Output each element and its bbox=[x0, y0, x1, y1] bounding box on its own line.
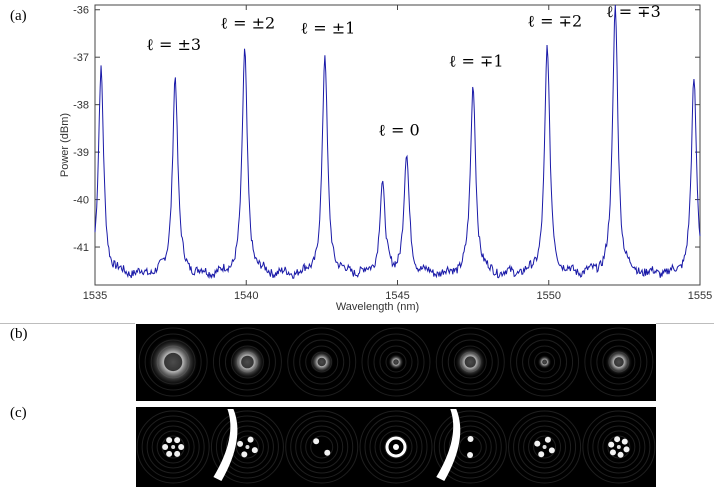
mode-annotation-3: ℓ = 0 bbox=[378, 121, 419, 140]
y-tick-label-0: -36 bbox=[73, 5, 89, 17]
mode-annotation-6: ℓ = ∓3 bbox=[606, 2, 661, 21]
panel-label-c: (c) bbox=[10, 405, 27, 421]
measured-beam-6 bbox=[584, 327, 654, 397]
mode-annotation-1: ℓ = ±2 bbox=[220, 14, 275, 33]
mode-annotation-5: ℓ = ∓2 bbox=[527, 11, 582, 30]
measured-beam-2 bbox=[287, 327, 357, 397]
panel-label-a: (a) bbox=[10, 8, 27, 24]
simulated-beam-5 bbox=[508, 410, 582, 484]
divider-right bbox=[656, 323, 714, 324]
measured-beam-strip bbox=[136, 324, 656, 401]
x-tick-label-1: 1540 bbox=[234, 290, 258, 302]
spectrum-line bbox=[94, 4, 701, 280]
simulated-beam-0 bbox=[136, 410, 210, 484]
simulated-beam-6 bbox=[582, 410, 656, 484]
power-spectrum-chart: 1535 1540 1545 1550 1555 -36 -37 -38 -39 -40 -41 Wa… bbox=[59, 2, 712, 313]
measured-beam-0 bbox=[138, 327, 208, 397]
simulated-beam-2 bbox=[285, 410, 359, 484]
x-tick-label-3: 1550 bbox=[537, 290, 561, 302]
y-tick-label-1: -37 bbox=[73, 52, 89, 64]
divider-left bbox=[0, 323, 135, 324]
mode-annotation-4: ℓ = ∓1 bbox=[449, 52, 504, 71]
simulated-beam-4 bbox=[433, 409, 507, 484]
x-tick-label-2: 1545 bbox=[385, 290, 409, 302]
mode-annotation-0: ℓ = ±3 bbox=[146, 35, 201, 54]
x-tick-label-4: 1555 bbox=[688, 290, 712, 302]
measured-beam-3 bbox=[361, 327, 431, 397]
simulated-beam-1 bbox=[210, 409, 284, 484]
measured-beam-4 bbox=[435, 327, 505, 397]
x-axis-label: Wavelength (nm) bbox=[336, 301, 419, 313]
panel-label-b: (b) bbox=[10, 326, 28, 342]
y-tick-label-4: -40 bbox=[73, 195, 89, 207]
y-tick-label-5: -41 bbox=[73, 242, 89, 254]
y-axis-label: Power (dBm) bbox=[59, 113, 71, 177]
mode-annotation-2: ℓ = ±1 bbox=[301, 18, 356, 37]
measured-beam-1 bbox=[212, 327, 282, 397]
x-tick-label-0: 1535 bbox=[83, 290, 107, 302]
y-tick-label-2: -38 bbox=[73, 100, 89, 112]
y-tick-label-3: -39 bbox=[73, 147, 89, 159]
simulated-beam-3 bbox=[359, 410, 433, 484]
measured-beam-5 bbox=[510, 327, 580, 397]
simulated-beam-strip bbox=[136, 407, 656, 487]
